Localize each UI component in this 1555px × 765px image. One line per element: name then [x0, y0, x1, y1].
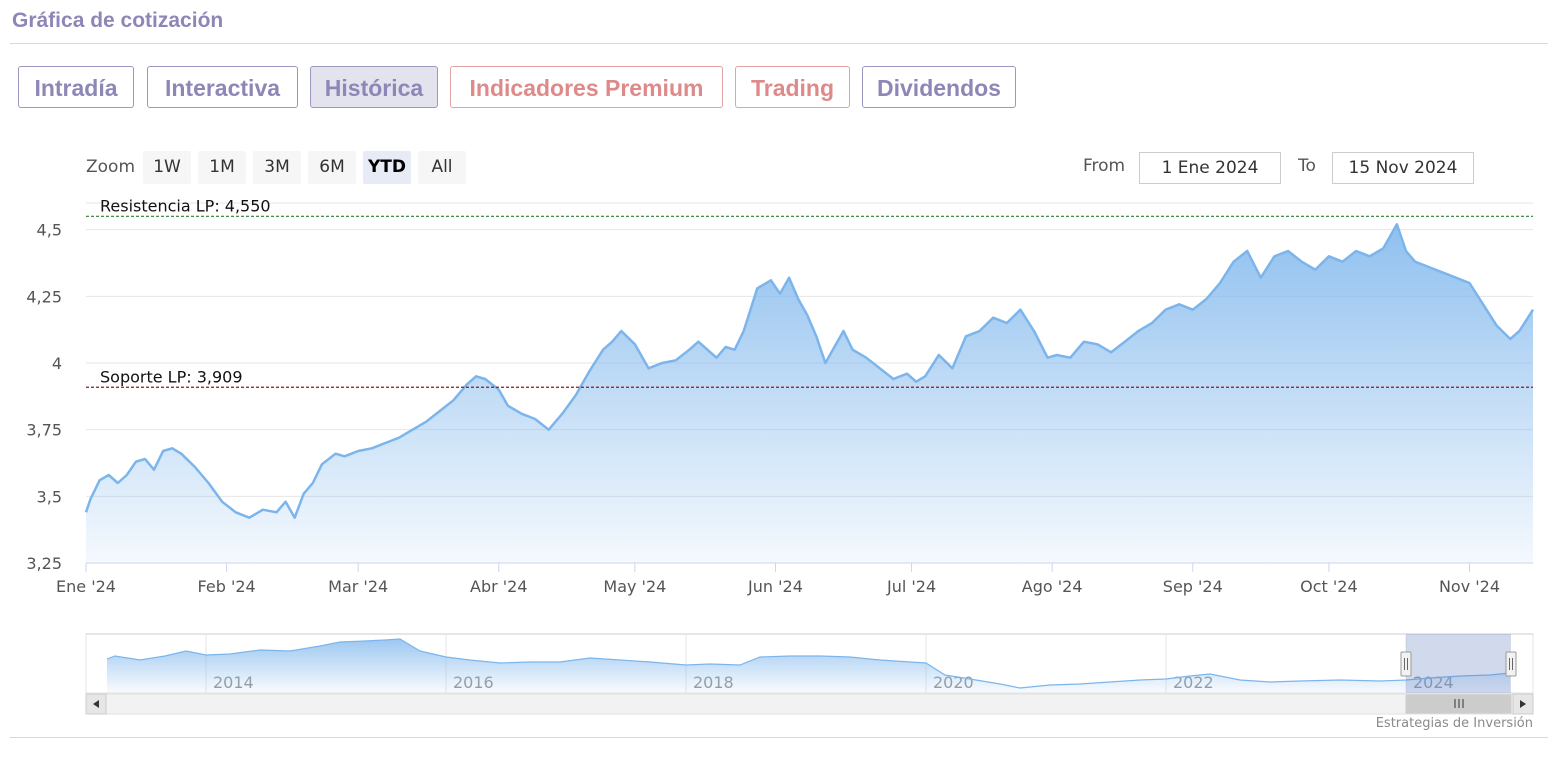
zoom-6m-button[interactable]: 6M [308, 151, 356, 184]
price-area-fill [86, 224, 1533, 564]
x-tick-label: Jun '24 [747, 577, 803, 596]
level-annotations: Resistencia LP: 4,550 Soporte LP: 3,909 [86, 196, 1533, 388]
from-label: From [1083, 156, 1126, 176]
y-tick-label: 4 [52, 354, 62, 373]
y-tick-label: 3,5 [37, 487, 62, 506]
y-tick-label: 4,5 [37, 221, 62, 240]
navigator-selection [1406, 634, 1511, 693]
navigator[interactable]: 201420162018202020222024 [85, 633, 1534, 715]
tab-historica[interactable]: Histórica [310, 66, 438, 108]
price-line [84, 223, 1535, 519]
zoom-1m-button[interactable]: 1M [198, 151, 246, 184]
x-tick-label: Mar '24 [328, 577, 388, 596]
tab-interactiva[interactable]: Interactiva [147, 66, 298, 108]
navigator-left-handle [1400, 651, 1412, 677]
x-tick-label: Ene '24 [56, 577, 116, 596]
x-tick-label: Oct '24 [1300, 577, 1358, 596]
axis-labels: 3,25 3,5 3,75 4 4,25 4,5 Ene '24 Feb '24 Mar '24… [26, 221, 1533, 596]
tab-trading[interactable]: Trading [735, 66, 850, 108]
x-tick-label: May '24 [603, 577, 666, 596]
bottom-divider [10, 737, 1548, 738]
x-tick-label: Sep '24 [1163, 577, 1223, 596]
support-label: Soporte LP: 3,909 [100, 367, 243, 386]
y-tick-label: 3,25 [26, 554, 62, 573]
navigator-line [106, 638, 1511, 689]
to-date-input[interactable]: 15 Nov 2024 [1332, 152, 1474, 184]
x-tick-label: Ago '24 [1022, 577, 1083, 596]
x-tick-label: Feb '24 [198, 577, 256, 596]
title-divider [10, 43, 1548, 44]
price-area-series [84, 223, 1535, 564]
tab-intradia[interactable]: Intradía [18, 66, 134, 108]
y-tick-label: 3,75 [26, 421, 62, 440]
scroll-left-arrow-icon [93, 700, 99, 708]
tab-dividendos[interactable]: Dividendos [862, 66, 1016, 108]
credits: Estrategias de Inversión [1375, 716, 1533, 731]
zoom-3m-button[interactable]: 3M [253, 151, 301, 184]
tab-indicadores-premium[interactable]: Indicadores Premium [450, 66, 723, 108]
x-tick-label: Jul '24 [886, 577, 936, 596]
x-tick-label: Nov '24 [1439, 577, 1500, 596]
scroll-right-arrow-icon [1520, 700, 1526, 708]
zoom-ytd-button[interactable]: YTD [363, 151, 411, 184]
zoom-all-button[interactable]: All [418, 151, 466, 184]
x-tick-label: Abr '24 [470, 577, 528, 596]
to-label: To [1298, 156, 1316, 176]
scrollbar-track [85, 693, 1534, 715]
from-date-input[interactable]: 1 Ene 2024 [1139, 152, 1281, 184]
y-tick-label: 4,25 [26, 287, 62, 306]
resistance-label: Resistencia LP: 4,550 [100, 196, 271, 215]
page-title: Gráfica de cotización [12, 9, 224, 32]
navigator-right-handle [1505, 651, 1517, 677]
zoom-label: Zoom [86, 157, 136, 177]
zoom-1w-button[interactable]: 1W [143, 151, 191, 184]
